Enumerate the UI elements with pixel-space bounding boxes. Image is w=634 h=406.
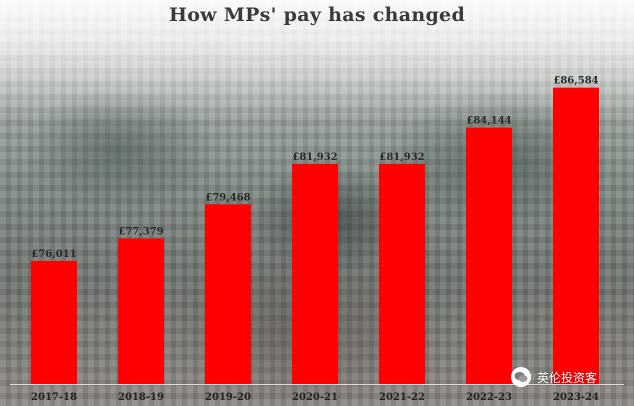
background-fade — [0, 0, 634, 120]
bar-2023-24 — [553, 87, 599, 385]
value-label-2023-24: £86,584 — [553, 76, 598, 87]
x-tick-label-2021-22: 2021-22 — [379, 392, 425, 403]
watermark-text: 英伦投资客 — [537, 370, 598, 385]
bar-2017-18 — [31, 260, 77, 384]
x-tick-label-2017-18: 2017-18 — [31, 392, 77, 403]
x-tick-label-2019-20: 2019-20 — [205, 392, 251, 403]
value-label-2019-20: £79,468 — [205, 192, 250, 203]
x-tick-label-2022-23: 2022-23 — [466, 392, 512, 403]
x-tick-label-2020-21: 2020-21 — [292, 392, 338, 403]
chart-title: How MPs' pay has changed — [168, 4, 466, 26]
value-label-2020-21: £81,932 — [292, 152, 337, 163]
x-tick-label-2023-24: 2023-24 — [553, 392, 599, 403]
watermark: 英伦投资客 — [511, 366, 597, 388]
value-label-2022-23: £84,144 — [466, 116, 511, 127]
value-label-2021-22: £81,932 — [379, 152, 424, 163]
wechat-icon — [511, 367, 531, 387]
x-tick-label-2018-19: 2018-19 — [118, 392, 164, 403]
bar-2019-20 — [205, 204, 251, 384]
bar-2022-23 — [466, 127, 512, 384]
value-label-2018-19: £77,379 — [118, 226, 163, 237]
bar-2018-19 — [118, 238, 164, 384]
bar-2021-22 — [379, 163, 425, 384]
value-label-2017-18: £76,011 — [31, 249, 76, 260]
bar-2020-21 — [292, 163, 338, 384]
